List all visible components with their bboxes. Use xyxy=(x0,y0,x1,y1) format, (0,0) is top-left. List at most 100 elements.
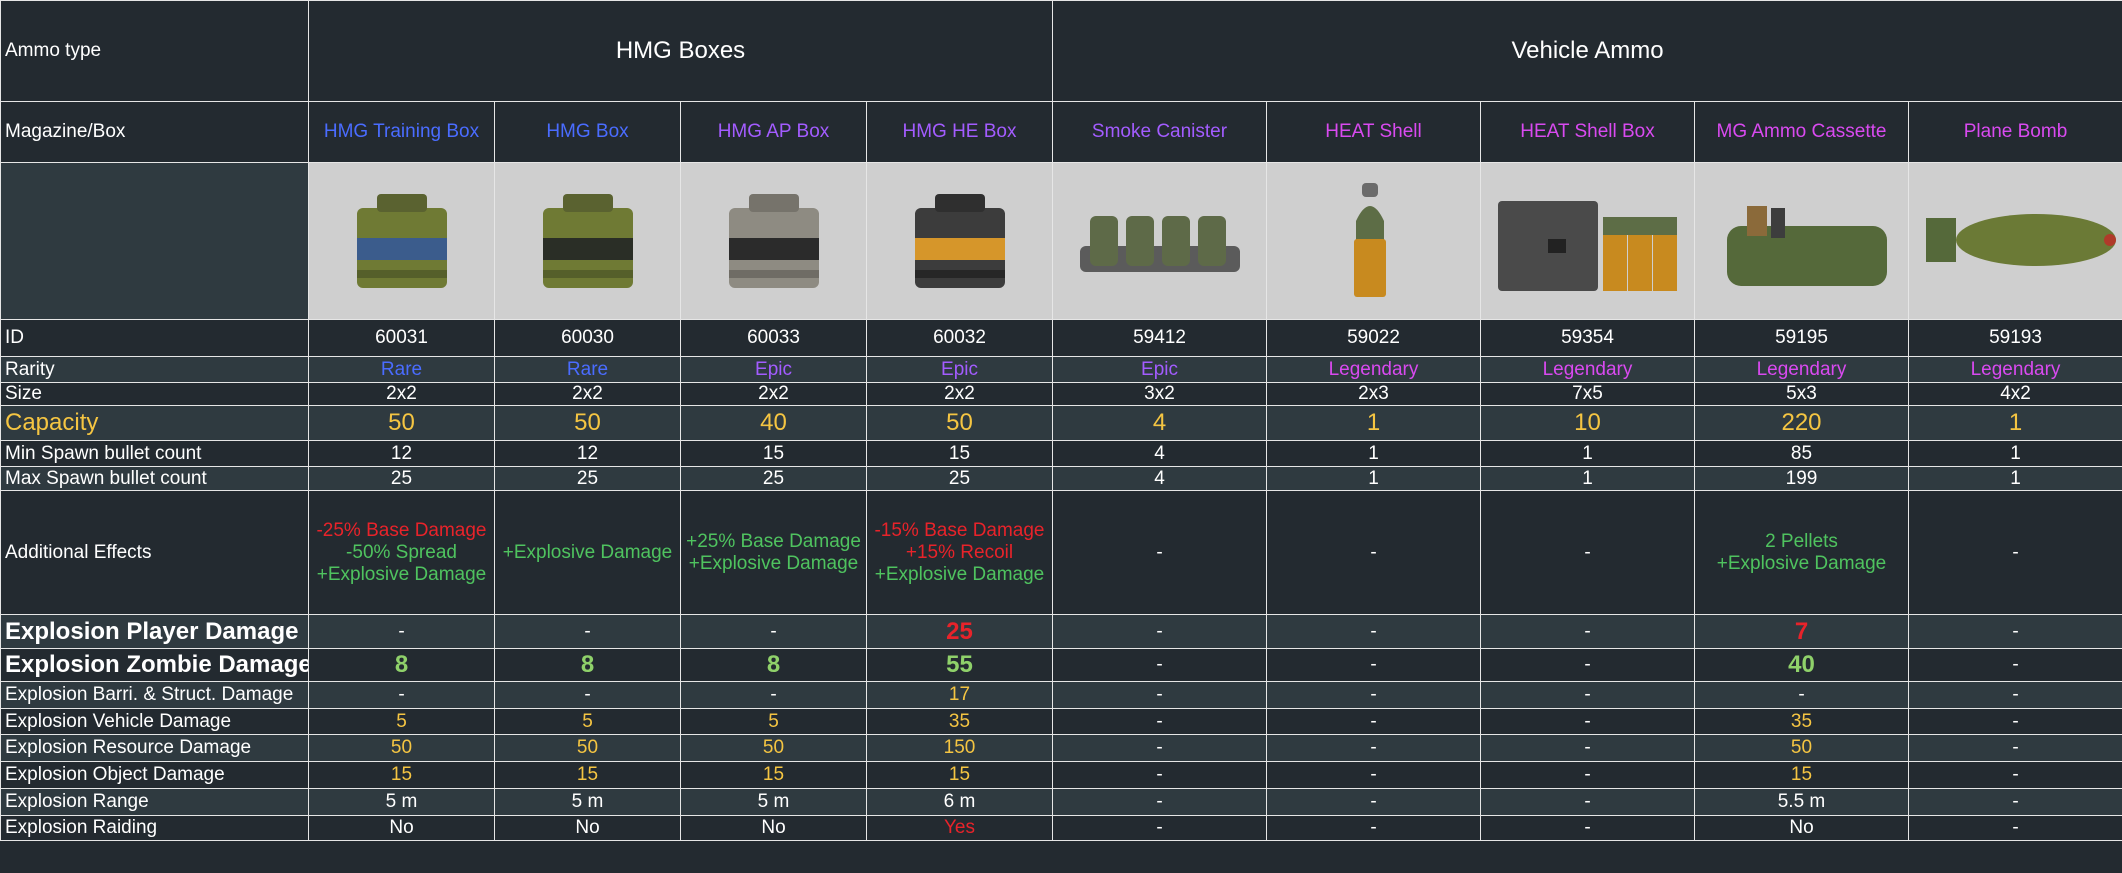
exp-raiding-value: No xyxy=(494,815,681,841)
effects-value: +Explosive Damage xyxy=(494,490,681,615)
effects-value: 2 Pellets +Explosive Damage xyxy=(1694,490,1909,615)
exp-raiding-label: Explosion Raiding xyxy=(0,815,309,841)
exp-resource-value: - xyxy=(1907,734,2122,762)
hmg-training-box-image xyxy=(308,162,495,320)
exp-barri-value: - xyxy=(1694,681,1909,709)
exp-raiding-value: - xyxy=(1266,815,1481,841)
effects-value: +25% Base Damage +Explosive Damage xyxy=(680,490,867,615)
effect-line: +Explosive Damage xyxy=(688,552,859,574)
exp-object-value: 15 xyxy=(680,761,867,789)
exp-raiding-row: Explosion Raiding No No No Yes - - - No - xyxy=(0,815,2122,841)
max-spawn-value: 25 xyxy=(680,466,867,491)
exp-resource-value: 50 xyxy=(308,734,495,762)
exp-range-value: 5.5 m xyxy=(1694,788,1909,816)
exp-zombie-value: 40 xyxy=(1694,648,1909,682)
magazine-name: MG Ammo Cassette xyxy=(1694,101,1909,163)
max-spawn-value: 4 xyxy=(1052,466,1267,491)
exp-range-value: 6 m xyxy=(866,788,1053,816)
exp-raiding-value: No xyxy=(1694,815,1909,841)
image-row-label xyxy=(0,162,309,320)
max-spawn-value: 1 xyxy=(1266,466,1481,491)
group-vehicle-ammo: Vehicle Ammo xyxy=(1051,0,2122,102)
exp-vehicle-value: 5 xyxy=(494,708,681,735)
exp-barri-row: Explosion Barri. & Struct. Damage - - -17- -… xyxy=(0,681,2122,709)
size-value: 2x2 xyxy=(680,382,867,406)
exp-raiding-value: - xyxy=(1480,815,1695,841)
effect-line: -25% Base Damage xyxy=(316,519,487,541)
plane-bomb-image xyxy=(1907,162,2122,320)
capacity-value: 40 xyxy=(680,405,867,441)
magazine-name: HEAT Shell Box xyxy=(1480,101,1695,163)
capacity-value: 50 xyxy=(494,405,681,441)
min-spawn-value: 12 xyxy=(308,440,495,467)
effects-value: - xyxy=(1266,490,1481,615)
exp-barri-value: 17 xyxy=(866,681,1053,709)
exp-zombie-value: 8 xyxy=(680,648,867,682)
exp-resource-value: 50 xyxy=(1694,734,1909,762)
exp-zombie-label: Explosion Zombie Damage xyxy=(0,648,309,682)
exp-vehicle-label: Explosion Vehicle Damage xyxy=(0,708,309,735)
effect-line: +Explosive Damage xyxy=(1716,552,1887,574)
exp-player-value: - xyxy=(494,614,681,649)
exp-object-value: 15 xyxy=(308,761,495,789)
exp-range-value: - xyxy=(1052,788,1267,816)
exp-barri-value: - xyxy=(1052,681,1267,709)
effects-label: Additional Effects xyxy=(0,490,309,615)
rarity-value: Epic xyxy=(866,356,1053,383)
exp-player-value: - xyxy=(1052,614,1267,649)
exp-raiding-value: - xyxy=(1907,815,2122,841)
effect-line: - xyxy=(1584,541,1591,563)
hmg-box-image xyxy=(494,162,681,320)
exp-zombie-value: - xyxy=(1480,648,1695,682)
id-value: 59022 xyxy=(1266,319,1481,357)
id-value: 60031 xyxy=(308,319,495,357)
capacity-value: 10 xyxy=(1480,405,1695,441)
exp-player-value: 25 xyxy=(866,614,1053,649)
exp-raiding-value: No xyxy=(308,815,495,841)
exp-barri-value: - xyxy=(1480,681,1695,709)
min-spawn-row: Min Spawn bullet count 12 12 15 15 4 1 1 85 1 xyxy=(0,440,2122,467)
exp-vehicle-value: 35 xyxy=(1694,708,1909,735)
exp-player-value: 7 xyxy=(1694,614,1909,649)
ammo-table: Ammo type HMG Boxes Vehicle Ammo Magazin… xyxy=(0,0,2122,841)
rarity-value: Legendary xyxy=(1480,356,1695,383)
capacity-value: 1 xyxy=(1266,405,1481,441)
effect-line: -50% Spread xyxy=(346,541,457,563)
id-value: 59193 xyxy=(1907,319,2122,357)
effects-row: Additional Effects -25% Base Damage -50% S… xyxy=(0,490,2122,615)
exp-object-value: 15 xyxy=(494,761,681,789)
size-row: Size 2x2 2x2 2x2 2x2 3x2 2x3 7x5 5x3 4x2 xyxy=(0,382,2122,406)
exp-player-value: - xyxy=(1907,614,2122,649)
size-label: Size xyxy=(0,382,309,406)
exp-resource-value: 50 xyxy=(494,734,681,762)
rarity-label: Rarity xyxy=(0,356,309,383)
exp-barri-value: - xyxy=(494,681,681,709)
min-spawn-value: 15 xyxy=(866,440,1053,467)
exp-object-value: - xyxy=(1907,761,2122,789)
exp-object-value: 15 xyxy=(866,761,1053,789)
exp-resource-row: Explosion Resource Damage 50 50 50 150- - -50- xyxy=(0,734,2122,762)
exp-barri-value: - xyxy=(1266,681,1481,709)
ammo-type-label: Ammo type xyxy=(0,0,309,102)
header-group-row: Ammo type HMG Boxes Vehicle Ammo xyxy=(0,0,2122,102)
exp-resource-value: 50 xyxy=(680,734,867,762)
max-spawn-value: 25 xyxy=(494,466,681,491)
min-spawn-value: 1 xyxy=(1480,440,1695,467)
min-spawn-value: 85 xyxy=(1694,440,1909,467)
capacity-label: Capacity xyxy=(0,405,309,441)
exp-vehicle-value: 35 xyxy=(866,708,1053,735)
exp-object-row: Explosion Object Damage 15 15 15 15- - -15- xyxy=(0,761,2122,789)
effect-line: +Explosive Damage xyxy=(316,563,487,585)
hmg-ap-box-image xyxy=(680,162,867,320)
exp-range-label: Explosion Range xyxy=(0,788,309,816)
min-spawn-value: 15 xyxy=(680,440,867,467)
effect-line: +15% Recoil xyxy=(905,541,1014,563)
effect-line: +Explosive Damage xyxy=(874,563,1045,585)
effect-line: 2 Pellets xyxy=(1765,530,1838,552)
rarity-value: Epic xyxy=(1052,356,1267,383)
effect-line: +25% Base Damage xyxy=(686,530,861,552)
size-value: 5x3 xyxy=(1694,382,1909,406)
magazine-name: HMG Training Box xyxy=(308,101,495,163)
id-value: 60030 xyxy=(494,319,681,357)
